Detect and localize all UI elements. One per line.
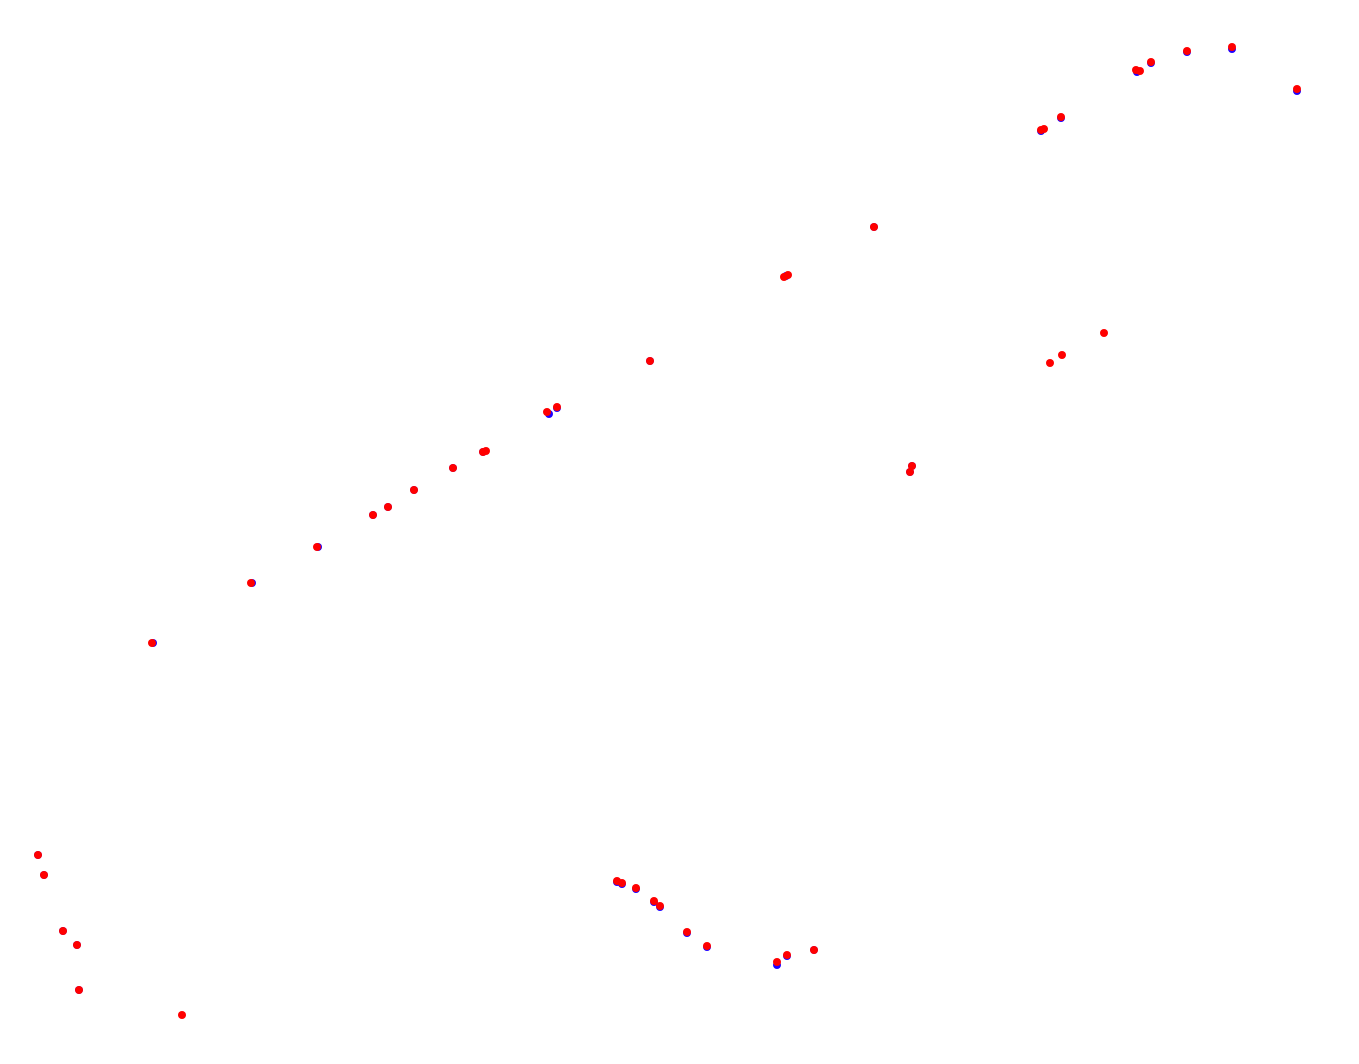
series-1-point-24 [703, 942, 711, 950]
series-1-point-9 [369, 511, 377, 519]
series-1-point-30 [870, 223, 878, 231]
series-1-point-12 [449, 464, 457, 472]
series-1-point-8 [313, 543, 321, 551]
series-1-point-19 [618, 879, 626, 887]
series-1-point-1 [40, 871, 48, 879]
series-1-point-35 [1100, 329, 1108, 337]
series-1-point-6 [148, 639, 156, 647]
series-1-point-14 [482, 447, 490, 455]
series-1-point-4 [75, 986, 83, 994]
series-1-point-44 [1293, 85, 1301, 93]
series-1-point-21 [650, 897, 658, 905]
series-1-point-7 [247, 579, 255, 587]
series-1-point-16 [553, 403, 561, 411]
series-1-point-0 [34, 851, 42, 859]
series-layer [34, 43, 1301, 1019]
series-1-point-5 [178, 1011, 186, 1019]
series-1-point-27 [810, 946, 818, 954]
series-1-point-25 [773, 958, 781, 966]
series-1-point-23 [683, 928, 691, 936]
series-1-point-22 [656, 902, 664, 910]
series-1-point-2 [59, 927, 67, 935]
series-1-point-34 [1058, 351, 1066, 359]
series-1-point-37 [1040, 125, 1048, 133]
series-1 [34, 43, 1301, 1019]
series-1-point-26 [783, 951, 791, 959]
series-1-point-10 [384, 503, 392, 511]
series-1-point-38 [1057, 113, 1065, 121]
series-1-point-15 [543, 408, 551, 416]
series-1-point-41 [1147, 58, 1155, 66]
series-1-point-42 [1183, 47, 1191, 55]
series-1-point-29 [784, 271, 792, 279]
series-1-point-43 [1228, 43, 1236, 51]
series-1-point-33 [1046, 359, 1054, 367]
series-1-point-3 [73, 941, 81, 949]
series-1-point-11 [410, 486, 418, 494]
series-1-point-17 [646, 357, 654, 365]
series-1-point-32 [908, 462, 916, 470]
series-1-point-20 [632, 884, 640, 892]
series-1-point-40 [1136, 67, 1144, 75]
